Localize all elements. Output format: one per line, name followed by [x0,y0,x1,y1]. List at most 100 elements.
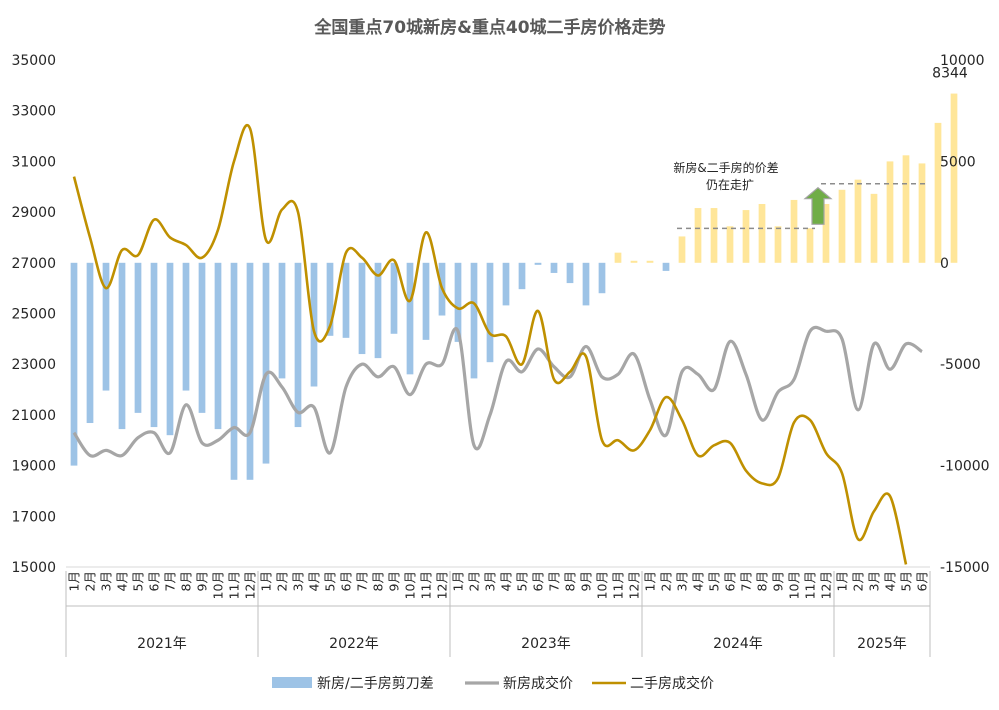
x-month-label: 3月 [291,571,306,591]
spread-bar [870,193,878,263]
spread-bar [470,262,478,379]
legend-swatch-spread [272,677,312,688]
spread-bar [262,262,270,464]
spread-bar [710,208,718,263]
legend-label-second: 二手房成交价 [630,675,714,692]
spread-bar [86,262,94,424]
spread-bar [422,262,430,340]
widening-arrow-icon [803,186,833,225]
x-month-label: 10月 [211,571,226,599]
x-month-label: 1月 [67,571,82,591]
lines-layer [72,124,923,565]
x-month-label: 7月 [739,571,754,591]
spread-bar [582,262,590,306]
spread-bar [854,179,862,263]
x-month-label: 12月 [435,571,450,599]
x-month-label: 3月 [483,571,498,591]
spread-bar [566,262,574,284]
spread-bar [390,262,398,334]
annotation-layer: 新房&二手房的价差 仍在走扩 8344 [673,66,968,230]
spread-bar [662,262,670,271]
spread-bar [310,262,318,387]
x-month-label: 12月 [243,571,258,599]
spread-bar [614,252,622,263]
x-month-label: 7月 [547,571,562,591]
x-month-label: 4月 [883,571,898,591]
y-right-tick-label: 0 [940,256,949,272]
x-month-label: 11月 [611,571,626,599]
y-left-tick-label: 33000 [11,104,56,120]
x-month-label: 9月 [579,571,594,591]
spread-bar [934,122,942,263]
x-month-label: 5月 [899,571,914,591]
legend-label-spread: 新房/二手房剪刀差 [317,676,434,692]
spread-bar [534,262,542,265]
x-month-label: 5月 [131,571,146,591]
second-hand-price-line [72,124,908,565]
spread-bar [502,262,510,306]
spread-bar [326,262,334,336]
x-month-label: 4月 [499,571,514,591]
x-month-label: 1月 [643,571,658,591]
y-left-tick-label: 21000 [11,408,56,424]
x-month-label: 10月 [403,571,418,599]
spread-bar [726,226,734,263]
x-month-label: 11月 [419,571,434,599]
x-month-label: 7月 [355,571,370,591]
y-left-tick-label: 19000 [11,459,56,475]
year-label: 2024年 [713,636,763,652]
spread-bar [806,228,814,263]
spread-bar [694,208,702,263]
x-month-label: 11月 [227,571,242,599]
spread-bar [70,262,78,466]
x-month-label: 2月 [275,571,290,591]
spread-bar [790,199,798,263]
spread-bar [358,262,366,355]
spread-bar [454,262,462,342]
y-left-tick-label: 27000 [11,256,56,272]
x-month-label: 9月 [195,571,210,591]
y-left-tick-label: 15000 [11,560,56,576]
spread-bar [630,260,638,263]
x-month-label: 3月 [867,571,882,591]
x-month-label: 1月 [835,571,850,591]
spread-bar [374,262,382,359]
y-right-tick-label: -5000 [940,357,981,373]
x-month-label: 1月 [259,571,274,591]
spread-bar [550,262,558,273]
spread-bar [198,262,206,413]
x-month-label: 5月 [515,571,530,591]
spread-bar [838,189,846,263]
x-month-label: 11月 [803,571,818,599]
spread-bar [246,262,254,480]
x-month-label: 5月 [323,571,338,591]
spread-bar [134,262,142,413]
x-month-label: 4月 [691,571,706,591]
x-month-label: 4月 [307,571,322,591]
spread-bar [150,262,158,428]
y-right-tick-label: -10000 [940,459,990,475]
y-left-tick-label: 29000 [11,205,56,221]
spread-bar [950,93,958,263]
y-left-tick-label: 31000 [11,154,56,170]
x-month-label: 6月 [915,571,930,591]
x-month-label: 4月 [115,571,130,591]
x-month-label: 10月 [787,571,802,599]
spread-bar [486,262,494,363]
spread-bar [902,155,910,263]
year-label: 2025年 [857,636,907,652]
x-month-label: 1月 [451,571,466,591]
y-left-tick-label: 17000 [11,509,56,525]
spread-bar [758,203,766,263]
x-month-label: 10月 [595,571,610,599]
x-month-label: 6月 [723,571,738,591]
y-left-tick-label: 23000 [11,357,56,373]
x-month-label: 2月 [851,571,866,591]
x-month-label: 8月 [179,571,194,591]
x-month-label: 6月 [531,571,546,591]
spread-bar [918,163,926,263]
y-right-tick-label: 5000 [940,154,976,170]
legend: 新房/二手房剪刀差 新房成交价 二手房成交价 [272,675,714,692]
spread-bar [214,262,222,430]
